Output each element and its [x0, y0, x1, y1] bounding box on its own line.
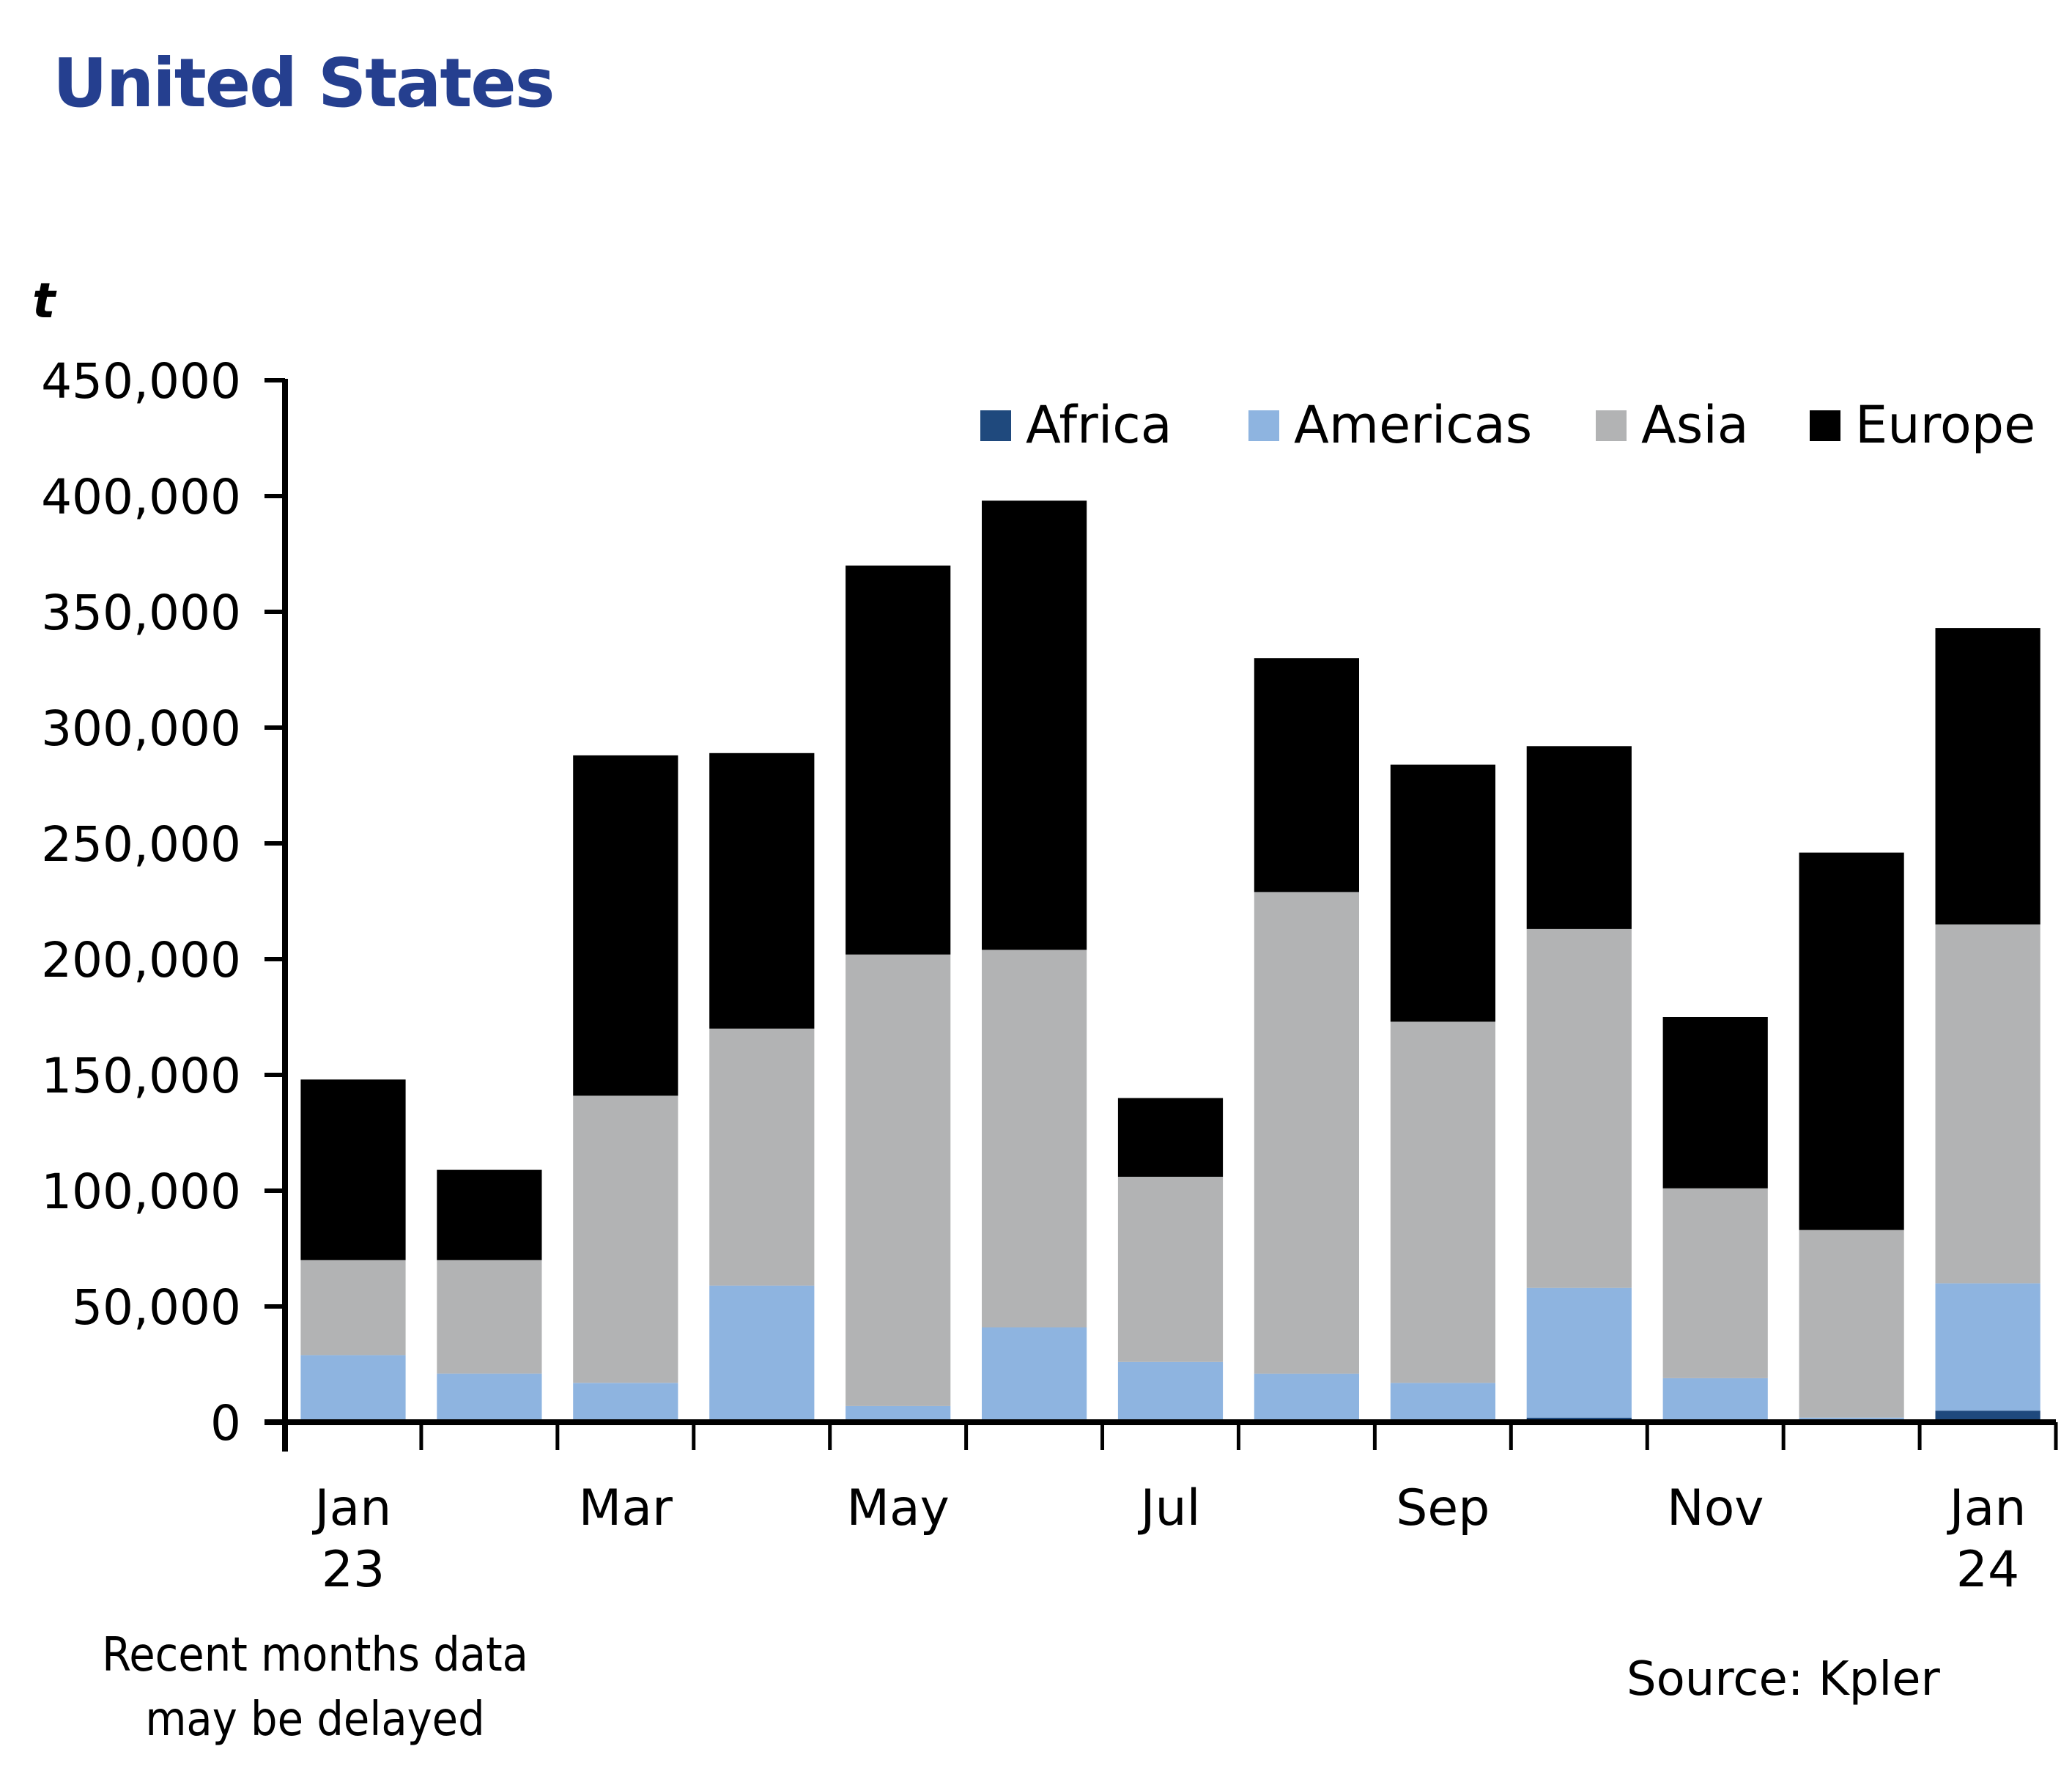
legend-item-africa: Africa [980, 395, 1172, 455]
footnote-line-1: Recent months data [102, 1628, 528, 1682]
footnote-line-2: may be delayed [145, 1693, 485, 1747]
legend-item-europe: Europe [1810, 395, 2035, 455]
bar-segment-europe [1254, 658, 1359, 892]
x-tick-label: Sep [1396, 1479, 1490, 1537]
bar-segment-asia [1662, 1188, 1768, 1378]
axes-layer: 0 50,000 100,000 150,000 200,000 250,000 300,0… [41, 353, 2058, 1599]
bar-segment-asia [1799, 1230, 1904, 1418]
bar-segment-asia [1254, 892, 1359, 1374]
bar-stack [1662, 1017, 1768, 1422]
bar-segment-asia [846, 954, 951, 1406]
bar-segment-asia [300, 1260, 406, 1356]
bar-segment-americas [1390, 1383, 1495, 1422]
bar-segment-asia [709, 1028, 815, 1286]
bar-stack [300, 1079, 406, 1422]
y-tick-label: 100,000 [41, 1164, 241, 1220]
bar-stack [846, 565, 951, 1422]
chart-title: United States [53, 44, 555, 122]
bar-segment-europe [1117, 1098, 1224, 1177]
bars-layer [300, 500, 2040, 1422]
y-tick-label: 0 [210, 1395, 241, 1452]
bar-segment-europe [437, 1169, 542, 1260]
bar-segment-americas [1526, 1287, 1632, 1418]
bar-segment-asia [573, 1095, 678, 1383]
bar-segment-asia [1935, 924, 2040, 1284]
bar-segment-europe [709, 753, 815, 1029]
y-tick-label: 300,000 [41, 700, 241, 757]
bar-stack [1390, 764, 1495, 1422]
bar-segment-asia [1526, 928, 1632, 1288]
bar-stack [437, 1169, 542, 1422]
bar-segment-europe [1390, 764, 1495, 1022]
bar-segment-europe [300, 1079, 406, 1260]
x-tick-label: Mar [579, 1479, 673, 1537]
y-tick-label: 50,000 [72, 1279, 241, 1336]
legend-swatch [980, 410, 1011, 441]
y-tick-label: 250,000 [41, 816, 241, 873]
source-note: Source: Kpler [1627, 1652, 1940, 1707]
x-tick-label: Nov [1667, 1479, 1764, 1537]
legend-swatch [1248, 410, 1279, 441]
bar-stack [1254, 658, 1359, 1422]
bar-segment-americas [1935, 1283, 2040, 1411]
y-tick-label: 350,000 [41, 585, 241, 641]
bar-segment-europe [573, 755, 678, 1096]
bar-segment-europe [1935, 628, 2040, 925]
legend-swatch [1596, 410, 1627, 441]
bar-segment-europe [982, 500, 1087, 950]
x-tick-label: Jan [1947, 1479, 2027, 1537]
bar-segment-americas [982, 1327, 1087, 1422]
y-tick-label: 200,000 [41, 932, 241, 988]
legend-item-americas: Americas [1248, 395, 1532, 455]
bar-segment-americas [573, 1383, 678, 1422]
bar-segment-europe [846, 565, 951, 955]
bar-stack [1526, 746, 1632, 1422]
legend-item-asia: Asia [1596, 395, 1749, 455]
bar-segment-americas [1117, 1361, 1224, 1422]
x-tick-label: 23 [322, 1541, 385, 1599]
y-tick-label: 450,000 [41, 353, 241, 410]
bar-stack [573, 755, 678, 1422]
y-tick-label: 150,000 [41, 1048, 241, 1104]
bar-segment-europe [1799, 852, 1904, 1230]
legend-label: Africa [1026, 395, 1172, 455]
bar-segment-americas [1662, 1378, 1768, 1422]
bar-segment-europe [1662, 1017, 1768, 1188]
legend: Africa Americas Asia Europe [980, 395, 2035, 455]
x-tick-label: May [846, 1479, 950, 1537]
bar-segment-asia [1117, 1177, 1224, 1362]
legend-label: Europe [1855, 395, 2035, 455]
bar-segment-americas [1254, 1373, 1359, 1422]
bar-stack [982, 500, 1087, 1422]
bar-stack [709, 753, 815, 1422]
legend-swatch [1810, 410, 1840, 441]
bar-segment-asia [982, 950, 1087, 1328]
bar-segment-americas [709, 1285, 815, 1422]
bar-segment-asia [1390, 1021, 1495, 1383]
y-axis-unit-label: t [32, 273, 56, 329]
bar-segment-americas [437, 1373, 542, 1422]
x-tick-label: Jul [1137, 1479, 1200, 1537]
legend-label: Americas [1294, 395, 1532, 455]
bar-stack [1117, 1098, 1224, 1422]
x-tick-label: Jan [312, 1479, 392, 1537]
bar-segment-asia [437, 1260, 542, 1374]
legend-label: Asia [1641, 395, 1749, 455]
bar-segment-americas [846, 1405, 951, 1422]
bar-stack [1935, 628, 2040, 1422]
bar-segment-americas [300, 1355, 406, 1422]
bar-segment-europe [1526, 746, 1632, 929]
footnote: Recent months data may be delayed [44, 1623, 586, 1752]
y-tick-label: 400,000 [41, 469, 241, 525]
x-tick-label: 24 [1956, 1541, 2020, 1599]
bar-stack [1799, 852, 1904, 1422]
